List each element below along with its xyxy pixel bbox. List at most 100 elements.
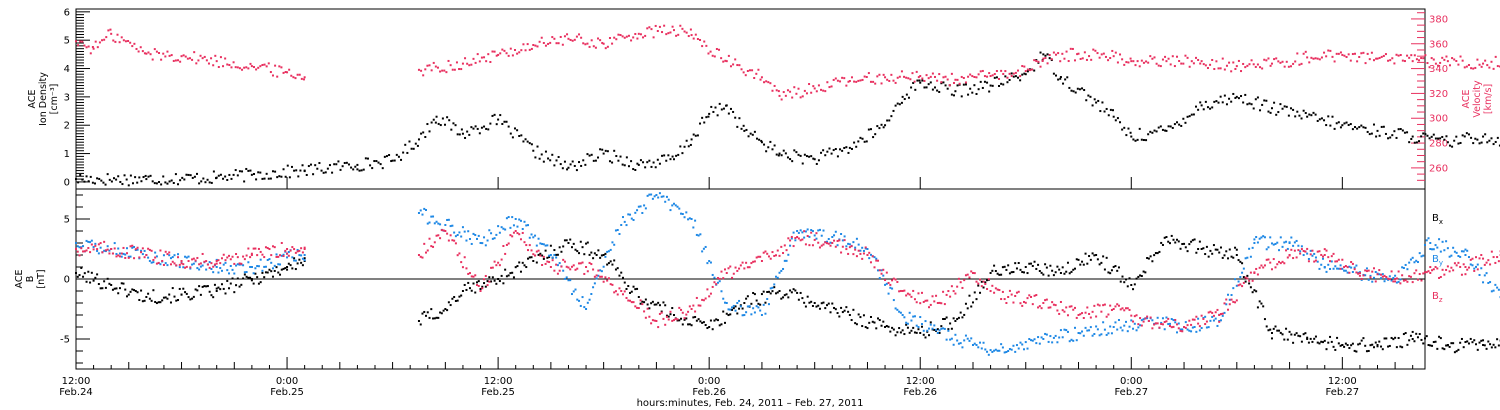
data-point	[796, 291, 799, 294]
data-point	[1214, 311, 1217, 314]
data-point	[75, 248, 77, 250]
data-point	[1130, 284, 1133, 286]
data-point	[1279, 236, 1282, 239]
data-point	[623, 36, 626, 39]
data-point	[859, 136, 862, 139]
data-point	[1308, 61, 1311, 64]
data-point	[1356, 127, 1359, 130]
data-point	[558, 269, 561, 272]
data-point	[794, 289, 797, 292]
data-point	[975, 92, 978, 95]
data-point	[1158, 326, 1161, 329]
data-point	[430, 69, 433, 72]
data-point	[650, 322, 653, 325]
data-point	[500, 226, 503, 229]
data-point	[718, 277, 721, 280]
data-point	[936, 79, 939, 82]
data-point	[750, 262, 753, 265]
data-point	[1044, 299, 1047, 302]
data-point	[773, 144, 776, 147]
data-point	[1344, 269, 1347, 272]
data-point	[1347, 53, 1350, 56]
data-point	[734, 116, 737, 119]
data-point	[1056, 265, 1059, 268]
data-point	[1217, 67, 1220, 70]
data-point	[873, 321, 876, 324]
data-point	[699, 320, 702, 323]
data-point	[847, 242, 850, 245]
data-point	[1128, 325, 1131, 328]
data-point	[569, 238, 572, 241]
data-point	[144, 174, 147, 177]
data-point	[447, 239, 450, 242]
data-point	[885, 271, 888, 274]
data-point	[688, 305, 691, 308]
data-point	[1372, 276, 1375, 279]
data-point	[333, 163, 336, 166]
data-point	[1083, 51, 1086, 54]
data-point	[1140, 275, 1143, 278]
data-point	[424, 68, 427, 71]
data-point	[296, 248, 299, 251]
data-point	[1494, 261, 1497, 264]
data-point	[1337, 258, 1340, 261]
data-point	[1151, 131, 1154, 134]
data-point	[1241, 262, 1244, 265]
data-point	[1364, 126, 1367, 129]
data-point	[1089, 316, 1092, 319]
data-point	[177, 59, 180, 62]
data-point	[847, 252, 850, 255]
data-point	[1279, 61, 1282, 64]
data-point	[810, 91, 813, 94]
data-point	[1448, 255, 1451, 258]
data-point	[1228, 298, 1231, 301]
data-point	[1494, 283, 1497, 286]
data-point	[567, 266, 570, 269]
data-point	[1334, 265, 1337, 268]
date-tick-label: Feb.25	[270, 387, 304, 398]
data-point	[1265, 59, 1268, 62]
data-point	[518, 135, 521, 138]
data-point	[727, 267, 730, 270]
data-point	[1362, 274, 1365, 277]
data-point	[600, 270, 603, 273]
data-point	[771, 251, 774, 254]
data-point	[1023, 65, 1026, 68]
data-point	[1216, 324, 1219, 327]
data-point	[713, 281, 716, 284]
data-point	[876, 75, 879, 78]
data-point	[1445, 344, 1448, 347]
data-point	[1155, 62, 1158, 65]
data-point	[979, 341, 982, 344]
data-point	[1498, 144, 1500, 147]
data-point	[1045, 333, 1048, 336]
data-point	[929, 321, 932, 324]
data-point	[1293, 241, 1296, 244]
data-point	[267, 177, 270, 180]
data-point	[518, 218, 521, 221]
data-point	[1437, 137, 1440, 140]
data-point	[1044, 332, 1047, 335]
data-point	[1242, 281, 1245, 284]
data-point	[238, 170, 241, 173]
data-point	[104, 183, 107, 186]
data-point	[1297, 334, 1300, 337]
data-point	[855, 80, 858, 83]
velocity-tick-label: 320	[1429, 89, 1448, 100]
data-point	[136, 246, 139, 249]
data-point	[461, 226, 464, 229]
data-point	[815, 162, 818, 165]
data-point	[197, 59, 200, 62]
data-point	[519, 270, 522, 273]
data-point	[421, 312, 424, 315]
data-point	[864, 246, 867, 249]
data-point	[1132, 288, 1135, 291]
data-point	[834, 308, 837, 311]
data-point	[1140, 319, 1143, 322]
data-point	[530, 249, 533, 252]
data-point	[1132, 60, 1135, 63]
data-point	[609, 283, 612, 286]
data-point	[509, 272, 512, 275]
data-point	[453, 231, 456, 234]
data-point	[1065, 306, 1068, 309]
